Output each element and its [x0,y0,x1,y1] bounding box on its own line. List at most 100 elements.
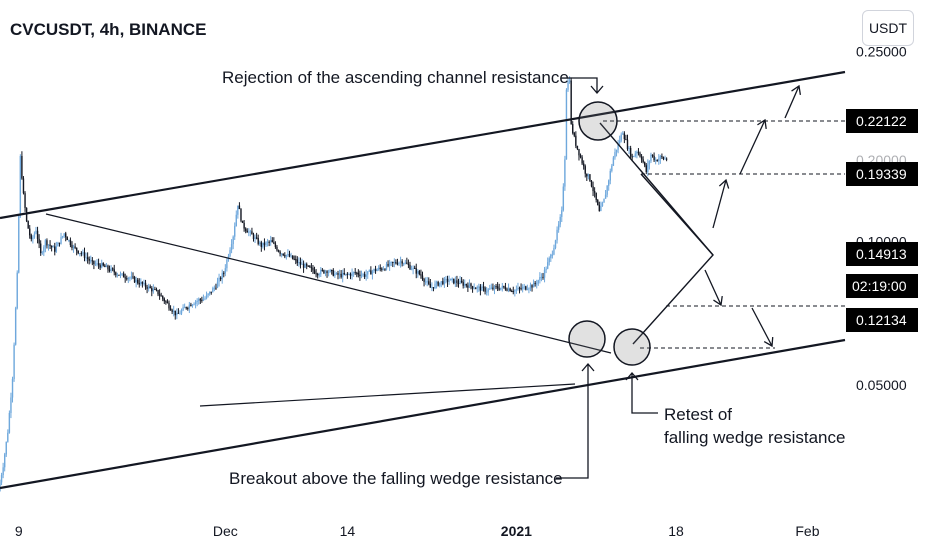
candle-body [38,238,40,244]
candle-body [320,269,322,275]
candle-body [640,156,643,160]
candle-body [108,269,111,271]
candle-body [27,220,29,229]
candle-body [172,310,175,312]
candle-body [22,178,25,194]
candle-body [401,261,403,264]
candle-body [35,230,37,234]
candle-body [639,153,641,157]
candle-body [312,267,314,271]
candle-body [346,273,349,275]
candle-body [387,264,389,266]
candle-body [210,291,212,293]
channel-resistance-line [0,70,846,220]
candle-body [5,441,7,455]
price-label-text: 0.22122 [856,113,907,129]
candle-body [46,240,48,246]
candle-body [218,277,220,282]
candle-body [137,279,139,283]
time-tick-label: 2021 [501,523,532,539]
candle-body [356,272,358,274]
candle-body [496,286,499,289]
candle-body [562,186,565,211]
candle-body [268,241,270,243]
candle-body [72,246,75,248]
candle-body [151,288,153,292]
time-axis[interactable]: 9 Dec 14 2021 18 Feb [15,523,820,539]
candle-body [359,274,361,277]
candle-body [377,267,380,270]
candle-body [193,304,195,306]
annotation-retest-arrowhead [625,372,639,381]
candle-body [331,270,333,272]
candle-body [171,310,173,312]
currency-unit-button[interactable]: USDT [862,10,914,46]
candle-body [304,263,306,268]
candle-body [423,279,425,282]
candle-body [8,412,11,433]
candle-body [274,243,277,247]
candle-body [110,268,112,271]
candle-body [500,287,502,290]
price-label-text: 0.12134 [856,312,907,328]
candle-body [10,397,12,413]
candle-body [468,283,471,288]
candle-body [590,180,593,187]
candle-body [561,210,563,217]
candle-body [86,257,89,260]
candle-body [647,164,649,173]
candle-body [122,273,125,278]
candle-body [39,243,42,254]
candle-body [421,275,424,280]
candle-body [280,253,283,255]
arrow-head [757,118,767,130]
candle-body [83,252,86,258]
candle-body [321,269,324,271]
candle-body [60,237,62,244]
candle-body [323,270,325,274]
annotation-retest-text-2: falling wedge resistance [664,428,845,447]
candle-body [460,280,463,283]
candle-body [19,155,22,217]
candle-body [130,276,133,278]
candle-body [490,287,493,289]
candle-body [240,209,242,221]
candle-body [506,289,508,291]
candle-body [526,289,529,291]
candle-body [545,268,547,270]
candle-body [489,288,491,290]
candle-body [263,242,266,246]
candle-body [132,276,134,278]
candle-body [85,257,87,259]
candle-body [285,254,288,257]
candle-body [398,262,400,265]
candle-body [246,230,248,233]
price-tick-label: 0.05000 [856,377,907,393]
candle-body [568,80,571,83]
time-tick-label: 9 [15,523,23,539]
candle-body [116,274,119,276]
candle-body [234,226,236,237]
falling-wedge-support-line [199,383,576,407]
candle-body [77,250,79,254]
candle-body [282,253,284,256]
candle-body [631,156,633,158]
candle-body [260,242,263,247]
candle-body [115,272,117,275]
candle-body [293,258,295,260]
chart-title: CVCUSDT, 4h, BINANCE [10,20,207,39]
candle-body [155,289,158,291]
projection-arrow [712,179,727,229]
candle-body [3,454,6,468]
candle-body [154,289,156,291]
candle-body [337,272,339,276]
candle-body [351,272,353,276]
candle-body [58,242,61,244]
candle-body [453,278,455,284]
candle-body [349,273,352,276]
candle-body [539,277,541,281]
annotation-breakout-pointer [556,364,589,479]
